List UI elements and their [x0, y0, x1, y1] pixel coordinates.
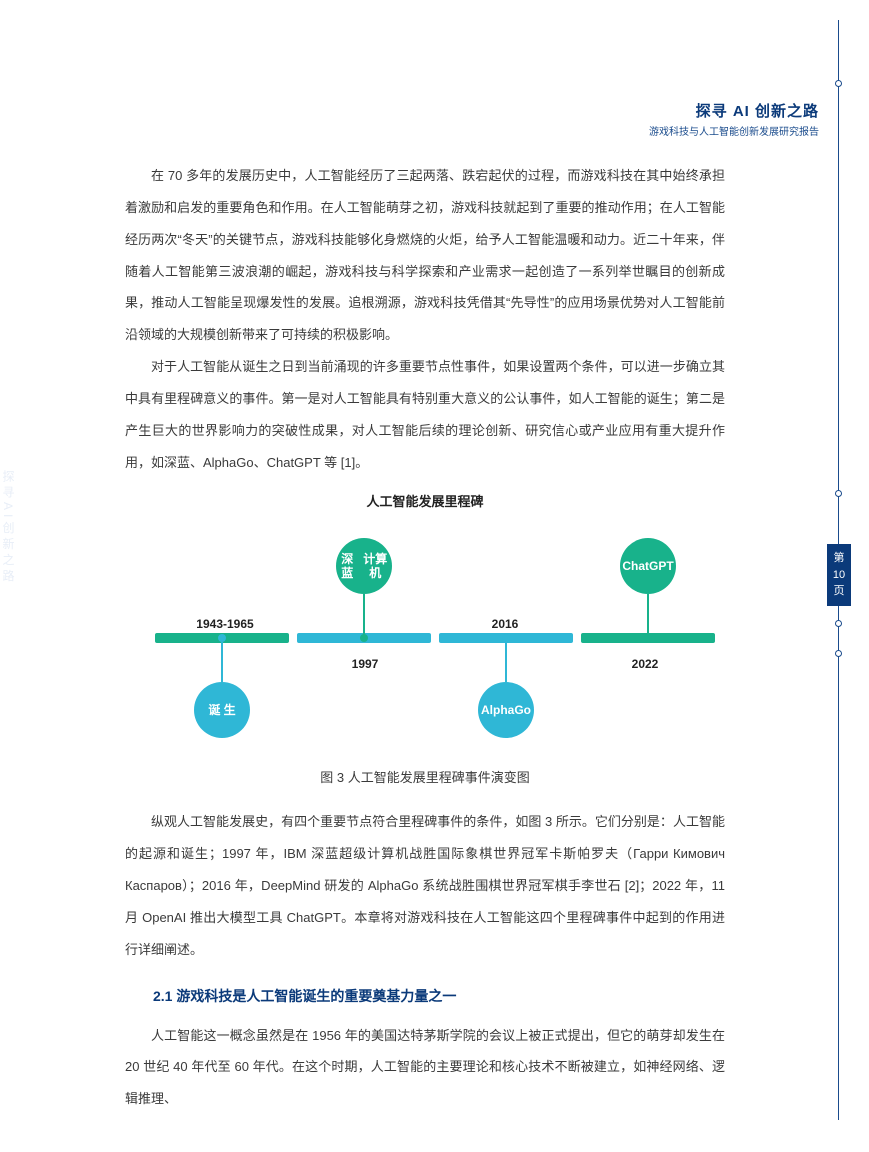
- timeline-dot: [502, 634, 510, 642]
- rule-dot: [835, 490, 842, 497]
- timeline-stem: [505, 638, 507, 682]
- paragraph: 在 70 多年的发展历史中，人工智能经历了三起两落、跌宕起伏的过程，而游戏科技在…: [125, 160, 725, 351]
- timeline-stem: [363, 594, 365, 638]
- year-label: 1997: [295, 650, 435, 679]
- timeline-node-chatgpt: ChatGPT: [620, 538, 676, 594]
- header-subtitle: 游戏科技与人工智能创新发展研究报告: [649, 123, 819, 138]
- timeline-dot: [360, 634, 368, 642]
- rule-dot: [835, 620, 842, 627]
- timeline-chart: 人工智能发展里程碑 1943-19652016 19972022 诞 生深蓝计算…: [125, 486, 725, 794]
- left-decor-text: 探寻AI创新之路: [0, 470, 17, 585]
- timeline-dot: [644, 634, 652, 642]
- page-badge-number: 10: [827, 567, 851, 584]
- year-label: [155, 650, 295, 679]
- paragraph: 纵观人工智能发展史，有四个重要节点符合里程碑事件的条件，如图 3 所示。它们分别…: [125, 806, 725, 965]
- main-content: 在 70 多年的发展历史中，人工智能经历了三起两落、跌宕起伏的过程，而游戏科技在…: [125, 160, 725, 1115]
- left-decor: 探寻AI创新之路: [0, 470, 30, 585]
- timeline-dot: [218, 634, 226, 642]
- timeline-node-alphago: AlphaGo: [478, 682, 534, 738]
- rule-dot: [835, 80, 842, 87]
- timeline-node-deepblue: 深蓝计算机: [336, 538, 392, 594]
- year-labels-bot: 1997 2022: [155, 650, 715, 679]
- page-badge-prefix: 第: [827, 550, 851, 567]
- timeline-bars: [155, 633, 715, 643]
- timeline-area: 1943-19652016 19972022 诞 生深蓝计算机AlphaGoCh…: [125, 528, 725, 758]
- paragraph: 对于人工智能从诞生之日到当前涌现的许多重要节点性事件，如果设置两个条件，可以进一…: [125, 351, 725, 478]
- page-badge-suffix: 页: [827, 583, 851, 600]
- page-header: 探寻 AI 创新之路 游戏科技与人工智能创新发展研究报告: [649, 100, 819, 138]
- header-title: 探寻 AI 创新之路: [649, 100, 819, 121]
- timeline-stem: [221, 638, 223, 682]
- chart-title: 人工智能发展里程碑: [125, 486, 725, 518]
- paragraph: 人工智能这一概念虽然是在 1956 年的美国达特茅斯学院的会议上被正式提出，但它…: [125, 1020, 725, 1116]
- timeline-stem: [647, 594, 649, 638]
- chart-caption: 图 3 人工智能发展里程碑事件演变图: [125, 762, 725, 794]
- section-heading: 2.1 游戏科技是人工智能诞生的重要奠基力量之一: [125, 979, 725, 1013]
- rule-dot: [835, 650, 842, 657]
- year-label: 2022: [575, 650, 715, 679]
- timeline-node-birth: 诞 生: [194, 682, 250, 738]
- page-number-badge: 第 10 页: [827, 544, 851, 606]
